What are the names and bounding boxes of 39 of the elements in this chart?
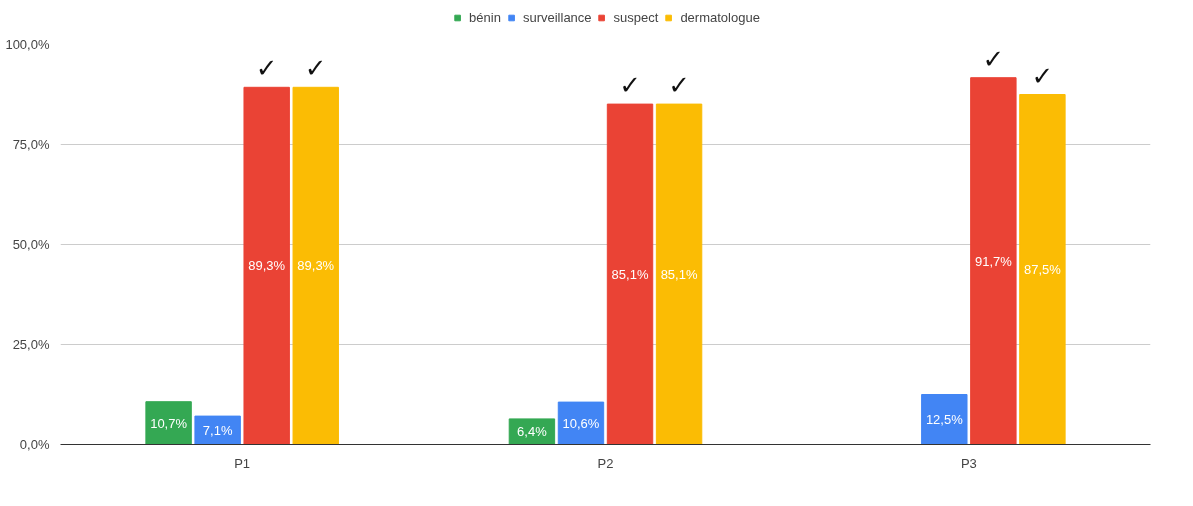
legend-label: dermatologue xyxy=(680,9,760,25)
bar xyxy=(145,401,192,445)
data-label: 91,7% xyxy=(974,253,1013,269)
bar xyxy=(970,77,1017,445)
y-tick-label: 100,0% xyxy=(5,37,50,52)
data-label: 89,3% xyxy=(297,258,335,274)
data-label: 6,4% xyxy=(517,424,548,440)
bar xyxy=(921,394,968,445)
data-label: 89,3% xyxy=(248,258,286,274)
annotation: ✓ xyxy=(255,53,278,84)
data-label: 85,1% xyxy=(660,266,698,282)
annotation: ✓ xyxy=(304,53,327,84)
data-label: 10,6% xyxy=(562,415,600,431)
data-label: 10,7% xyxy=(150,415,188,431)
data-label: 12,5% xyxy=(925,412,964,427)
legend-label: surveillance xyxy=(522,9,592,25)
legend-label: suspect xyxy=(613,9,659,25)
y-tick-label: 0,0% xyxy=(19,437,50,452)
data-label: 85,1% xyxy=(611,266,649,282)
legend-label: bénin xyxy=(469,9,501,25)
y-tick-label: 25,0% xyxy=(12,337,50,352)
bar xyxy=(1019,94,1066,445)
y-tick-label: 50,0% xyxy=(12,237,50,252)
y-tick-label: 75,0% xyxy=(12,137,50,152)
bar xyxy=(606,103,654,445)
annotation: ✓ xyxy=(619,70,641,101)
data-label: 87,5% xyxy=(1023,262,1062,277)
bar xyxy=(655,103,703,445)
annotation: ✓ xyxy=(982,43,1005,74)
x-tick-label: P3 xyxy=(960,455,977,471)
bar xyxy=(194,415,241,445)
annotation: ✓ xyxy=(1031,60,1054,91)
bar xyxy=(243,86,290,445)
data-label: 7,1% xyxy=(202,422,233,438)
annotation: ✓ xyxy=(668,70,690,101)
x-tick-label: P1 xyxy=(234,455,251,471)
x-tick-label: P2 xyxy=(597,455,614,471)
bar xyxy=(557,401,605,445)
bar xyxy=(292,86,339,445)
